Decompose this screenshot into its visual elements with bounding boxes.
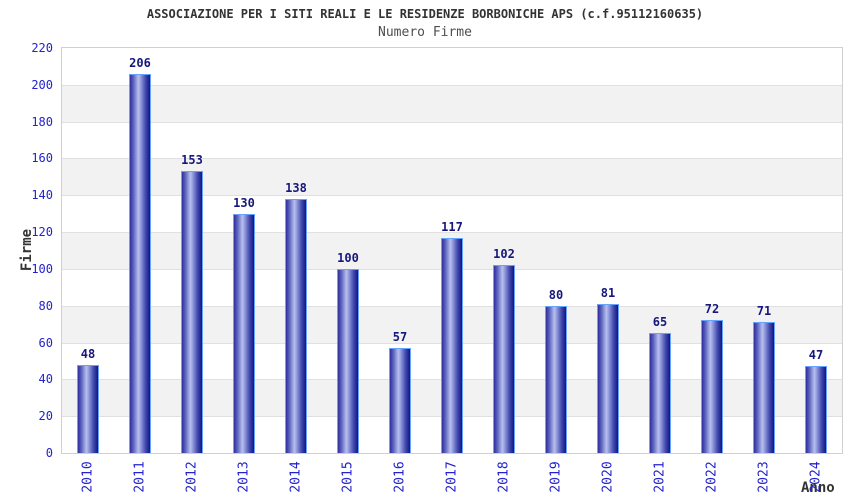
bar-2012: [181, 171, 203, 453]
y-tick-label: 100: [31, 261, 53, 276]
grid-band: [62, 195, 842, 232]
bar-2013: [233, 213, 255, 453]
y-tick-label: 140: [31, 188, 53, 203]
plot-area: [61, 47, 843, 454]
bar-value-label: 57: [392, 330, 408, 345]
grid-band: [62, 121, 842, 159]
x-axis-title: Anno: [801, 480, 835, 496]
x-tick-label: 2017: [444, 461, 460, 493]
bar-value-label: 80: [548, 287, 564, 302]
grid-band: [62, 48, 842, 85]
bar-value-label: 130: [233, 195, 255, 210]
x-tick-label: 2022: [704, 461, 720, 493]
bar-value-label: 48: [80, 346, 96, 361]
x-tick-label: 2011: [132, 461, 148, 493]
bar-2019: [545, 305, 567, 453]
grid-band: [62, 158, 842, 196]
bar-value-label: 72: [704, 302, 720, 317]
x-tick-label: 2014: [288, 461, 304, 493]
y-tick-label: 40: [38, 372, 53, 387]
x-tick-label: 2010: [80, 461, 96, 493]
x-tick-label: 2021: [652, 461, 668, 493]
chart-subtitle: Numero Firme: [378, 25, 472, 40]
bar-2024: [805, 366, 827, 453]
x-tick-label: 2018: [496, 461, 512, 493]
x-tick-label: 2015: [340, 461, 356, 493]
x-tick-label: 2024: [808, 461, 824, 493]
bar-2014: [285, 198, 307, 453]
y-tick-label: 200: [31, 77, 53, 92]
y-tick-label: 80: [38, 298, 53, 313]
bar-2017: [441, 237, 463, 453]
x-tick-label: 2016: [392, 461, 408, 493]
bar-value-label: 206: [129, 55, 151, 70]
chart-title: ASSOCIAZIONE PER I SITI REALI E LE RESID…: [146, 7, 704, 21]
x-tick-label: 2020: [600, 461, 616, 493]
bar-value-label: 65: [652, 315, 668, 330]
bar-2015: [337, 268, 359, 453]
bar-2021: [649, 333, 671, 453]
y-tick-label: 220: [31, 41, 53, 55]
y-tick-label: 0: [45, 446, 53, 460]
bar-2018: [493, 265, 515, 453]
y-tick-label: 120: [31, 225, 53, 240]
bar-value-label: 117: [441, 219, 463, 234]
bar-2020: [597, 303, 619, 453]
bar-2011: [129, 73, 151, 453]
bar-value-label: 81: [600, 285, 616, 300]
y-tick-label: 160: [31, 151, 53, 166]
bar-value-label: 153: [181, 153, 203, 168]
bar-2010: [77, 364, 99, 453]
x-tick-label: 2012: [184, 461, 200, 493]
x-tick-label: 2019: [548, 461, 564, 493]
bar-value-label: 138: [285, 180, 307, 195]
y-tick-label: 20: [38, 409, 53, 424]
bar-2023: [753, 322, 775, 453]
bar-value-label: 102: [493, 247, 515, 262]
bar-value-label: 71: [756, 304, 772, 319]
bar-2016: [389, 348, 411, 453]
bar-2022: [701, 320, 723, 453]
bar-value-label: 100: [337, 250, 359, 265]
y-tick-label: 180: [31, 114, 53, 129]
bar-value-label: 47: [808, 348, 824, 363]
grid-band: [62, 84, 842, 122]
y-tick-label: 60: [38, 335, 53, 350]
x-tick-label: 2023: [756, 461, 772, 493]
x-tick-label: 2013: [236, 461, 252, 493]
